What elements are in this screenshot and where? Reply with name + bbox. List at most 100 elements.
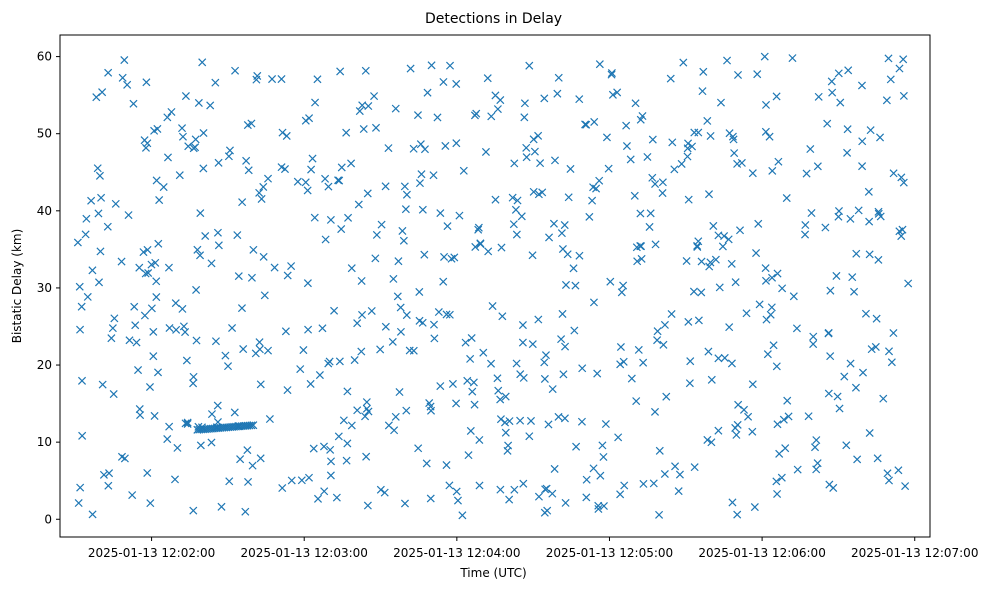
data-point [427, 406, 436, 415]
data-point [858, 368, 868, 377]
data-point [525, 432, 534, 441]
data-point [436, 382, 445, 391]
data-point [520, 113, 529, 122]
data-point [326, 215, 335, 224]
data-point [899, 178, 908, 187]
data-point [97, 193, 106, 202]
data-point [755, 300, 764, 309]
data-point [420, 145, 429, 154]
data-point [461, 338, 470, 347]
data-point [434, 308, 443, 317]
data-point [355, 107, 364, 116]
data-point [690, 463, 699, 472]
data-point [147, 260, 156, 269]
data-point [83, 292, 92, 301]
data-point [541, 485, 550, 494]
data-point [882, 96, 891, 105]
data-point [391, 412, 400, 421]
data-point [789, 292, 798, 301]
data-point [823, 119, 832, 128]
data-point [733, 510, 742, 519]
data-point [409, 144, 418, 153]
data-point [396, 303, 405, 312]
data-point [198, 58, 207, 67]
data-point [570, 326, 579, 335]
data-point [440, 252, 449, 261]
data-point [548, 489, 557, 498]
data-point [441, 141, 450, 150]
data-point [277, 75, 286, 84]
data-point [399, 236, 408, 245]
data-point [439, 277, 448, 286]
data-point [263, 174, 273, 183]
data-point [196, 251, 205, 260]
data-point [496, 415, 505, 424]
data-point [685, 379, 694, 388]
data-point [283, 386, 292, 395]
data-point [540, 374, 549, 383]
data-point [415, 287, 424, 296]
data-point [330, 306, 339, 315]
data-point [474, 223, 483, 232]
data-point [217, 502, 226, 511]
data-point [242, 156, 251, 165]
data-point [707, 438, 716, 447]
data-point [854, 206, 863, 215]
data-point [732, 430, 741, 439]
data-point [769, 341, 778, 350]
data-point [134, 366, 143, 375]
data-point [505, 495, 514, 504]
data-point [164, 263, 173, 272]
data-point [761, 276, 771, 285]
plot-area-frame [59, 34, 931, 538]
data-point [132, 338, 141, 347]
data-point [228, 323, 237, 333]
data-point [865, 217, 874, 226]
data-point [391, 104, 400, 113]
data-point [357, 276, 366, 286]
data-point [727, 259, 736, 268]
data-point [347, 421, 356, 430]
data-point [861, 309, 870, 318]
data-point [675, 470, 684, 479]
data-point [607, 69, 616, 78]
data-point [792, 324, 801, 333]
data-point [858, 162, 867, 171]
data-point [469, 378, 478, 387]
data-point [715, 283, 724, 292]
data-point [152, 293, 161, 302]
data-point [153, 124, 162, 133]
data-point [694, 237, 703, 246]
data-point [445, 310, 454, 319]
data-point [687, 142, 697, 151]
data-point [409, 346, 418, 355]
x-axis-ticks: 2025-01-13 12:02:00 2025-01-13 12:03:00 20… [88, 537, 978, 560]
data-point [82, 214, 91, 223]
data-point [363, 189, 372, 198]
data-point [343, 387, 352, 396]
data-point [491, 195, 500, 204]
data-point [879, 394, 888, 403]
data-point [248, 461, 257, 470]
data-point [569, 264, 578, 273]
data-point [694, 316, 703, 325]
data-point [894, 466, 903, 475]
data-point [884, 54, 893, 63]
data-point [827, 77, 836, 86]
data-point [104, 68, 113, 77]
data-point [207, 438, 216, 447]
data-point [251, 349, 260, 358]
data-point [543, 506, 552, 515]
data-point [725, 323, 734, 332]
data-point [682, 256, 691, 266]
data-point [396, 327, 405, 336]
data-point [599, 452, 608, 461]
data-point [98, 88, 107, 97]
data-point [668, 138, 677, 147]
data-point [761, 127, 770, 136]
data-point [737, 158, 746, 167]
data-point [135, 405, 144, 414]
data-point [439, 77, 448, 87]
data-point [350, 356, 359, 365]
x-tick-label: 2025-01-13 12:04:00 [393, 546, 520, 560]
